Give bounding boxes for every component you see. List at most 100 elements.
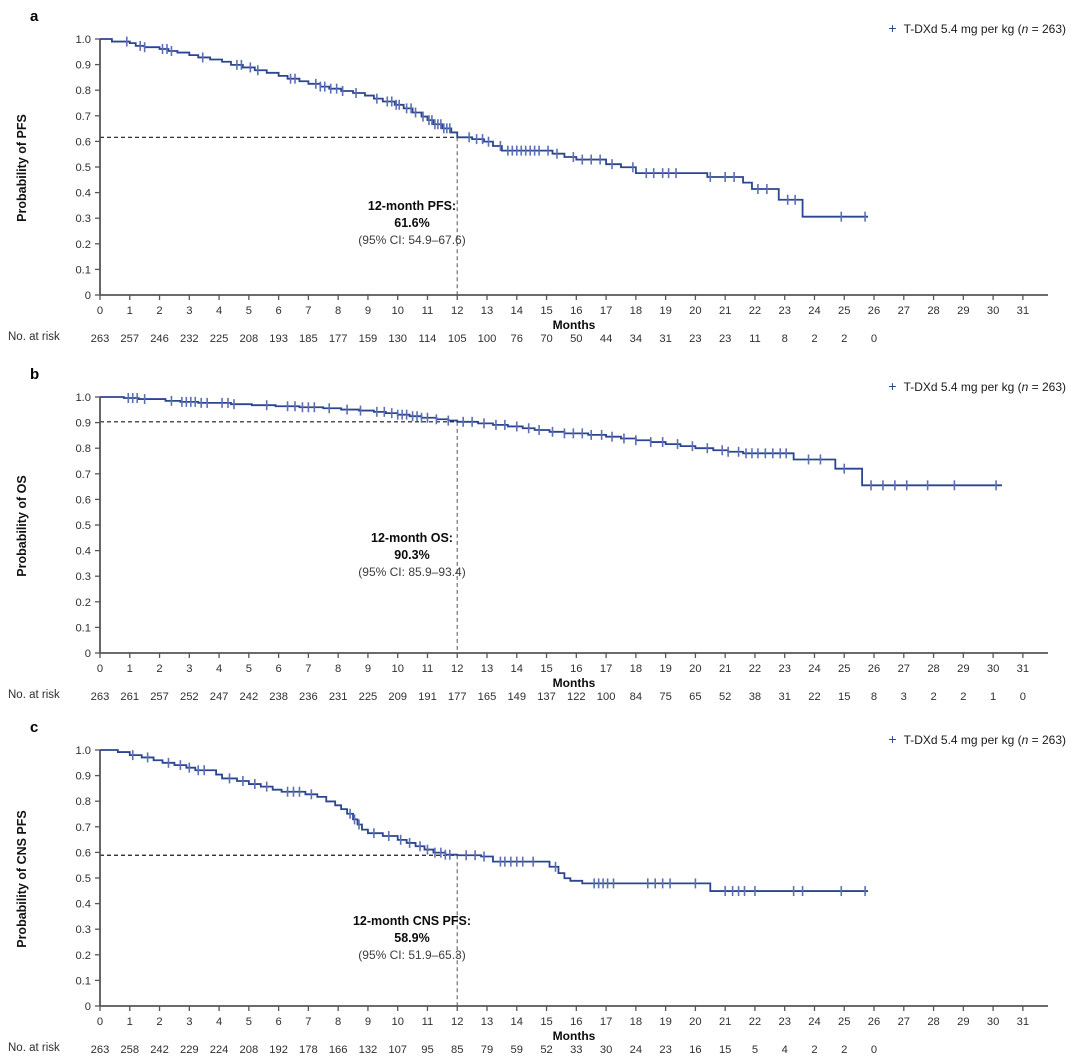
risk-count: 105 — [448, 333, 467, 345]
y-tick-label: 0.9 — [75, 60, 91, 72]
risk-count: 209 — [388, 691, 407, 703]
y-axis-label: Probability of OS — [15, 475, 29, 577]
y-tick-label: 0.3 — [75, 924, 91, 936]
km-plot-os: 0 1 2 3 4 5 6 7 8 9 10 11 12 13 14 15 16 17 18 19 20 21 22 23 24… — [75, 392, 1048, 703]
risk-count: 191 — [418, 691, 437, 703]
km-curve — [100, 396, 1003, 487]
risk-count: 31 — [659, 333, 671, 345]
risk-count: 3 — [901, 691, 907, 703]
risk-count: 132 — [359, 1044, 378, 1056]
y-tick-label: 0.1 — [75, 975, 91, 987]
x-tick-label: 22 — [749, 305, 761, 317]
risk-count: 2 — [960, 691, 966, 703]
x-tick-label: 5 — [246, 1016, 252, 1028]
km-plot-cns-pfs: 0 1 2 3 4 5 6 7 8 9 10 11 12 13 14 15 16 17 18 19 20 21 22 23 24… — [75, 745, 1048, 1056]
panel-os: 0 1 2 3 4 5 6 7 8 9 10 11 12 13 14 15 16 17 18 19 20 21 22 23 24… — [0, 358, 1080, 710]
y-tick-label: 0.3 — [75, 571, 91, 583]
risk-count: 0 — [871, 1044, 877, 1056]
y-axis-label: Probability of PFS — [15, 114, 29, 222]
x-tick-label: 2 — [156, 1016, 162, 1028]
x-tick-label: 27 — [898, 1016, 910, 1028]
x-tick-label: 13 — [481, 305, 493, 317]
y-tick-label: 0.2 — [75, 950, 91, 962]
risk-count: 208 — [240, 1044, 259, 1056]
risk-count: 242 — [240, 691, 259, 703]
y-tick-label: 0.1 — [75, 622, 91, 634]
x-tick-label: 12 — [451, 305, 463, 317]
risk-count: 38 — [749, 691, 761, 703]
risk-count: 34 — [630, 333, 642, 345]
risk-count: 79 — [481, 1044, 493, 1056]
x-tick-label: 19 — [659, 1016, 671, 1028]
legend: + T-DXd 5.4 mg per kg (n = 263) — [888, 378, 1066, 394]
x-tick-label: 15 — [540, 1016, 552, 1028]
y-tick-label: 0.6 — [75, 847, 91, 859]
x-tick-label: 10 — [391, 1016, 403, 1028]
x-tick-label: 14 — [511, 305, 523, 317]
risk-count: 33 — [570, 1044, 582, 1056]
risk-count: 59 — [511, 1044, 523, 1056]
y-tick-label: 0.2 — [75, 597, 91, 609]
risk-count: 24 — [630, 1044, 642, 1056]
risk-count: 2 — [811, 1044, 817, 1056]
risk-count: 15 — [719, 1044, 731, 1056]
plus-censor-marker-icon: + — [888, 378, 897, 394]
y-tick-label: 0.4 — [75, 546, 91, 558]
y-axis-label: Probability of CNS PFS — [15, 810, 29, 948]
panel-pfs: 0 1 2 3 4 5 6 7 8 9 10 11 12 13 14 15 16 17 18 19 20 21 22 23 24… — [0, 0, 1080, 352]
risk-count: 31 — [778, 691, 790, 703]
annotation-title: 12-month PFS: — [367, 199, 457, 213]
panel-cns-pfs: 0 1 2 3 4 5 6 7 8 9 10 11 12 13 14 15 16 17 18 19 20 21 22 23 24… — [0, 711, 1080, 1063]
x-tick-label: 21 — [719, 305, 731, 317]
x-tick-label: 31 — [1017, 663, 1029, 675]
legend-label-n: n — [1021, 22, 1029, 36]
risk-count: 246 — [150, 333, 169, 345]
risk-count: 208 — [240, 333, 259, 345]
x-tick-label: 20 — [689, 305, 701, 317]
risk-count: 16 — [689, 1044, 701, 1056]
x-tick-label: 13 — [481, 663, 493, 675]
x-tick-label: 13 — [481, 1016, 493, 1028]
x-tick-label: 20 — [689, 1016, 701, 1028]
x-tick-label: 17 — [600, 305, 612, 317]
y-tick-label: 0.2 — [75, 239, 91, 251]
x-tick-label: 25 — [838, 1016, 850, 1028]
risk-count: 257 — [150, 691, 169, 703]
y-tick-label: 0.3 — [75, 213, 91, 225]
x-tick-label: 28 — [927, 663, 939, 675]
risk-count: 242 — [150, 1044, 169, 1056]
risk-count: 252 — [180, 691, 199, 703]
y-tick-label: 0.7 — [75, 111, 91, 123]
x-tick-label: 23 — [778, 305, 790, 317]
y-tick-label: 0.7 — [75, 469, 91, 481]
legend: + T-DXd 5.4 mg per kg (n = 263) — [888, 20, 1066, 36]
risk-count: 11 — [749, 333, 761, 345]
risk-count: 166 — [329, 1044, 348, 1056]
annotation-ci: (95% CI: 54.9–67.6) — [358, 233, 466, 247]
risk-count: 107 — [388, 1044, 407, 1056]
x-tick-label: 7 — [305, 1016, 311, 1028]
risk-count: 122 — [567, 691, 586, 703]
y-tick-label: 0.6 — [75, 136, 91, 148]
y-tick-label: 0.5 — [75, 162, 91, 174]
risk-count: 76 — [511, 333, 523, 345]
risk-count: 2 — [841, 1044, 847, 1056]
x-tick-label: 10 — [391, 663, 403, 675]
x-tick-label: 3 — [186, 1016, 192, 1028]
x-tick-label: 8 — [335, 663, 341, 675]
y-tick-label: 0.7 — [75, 822, 91, 834]
risk-count: 137 — [537, 691, 556, 703]
risk-count: 0 — [1020, 691, 1026, 703]
no-at-risk-label: No. at risk — [8, 331, 60, 343]
x-tick-label: 24 — [808, 663, 820, 675]
risk-count: 84 — [630, 691, 642, 703]
y-tick-label: 0.9 — [75, 771, 91, 783]
y-tick-label: 0.9 — [75, 418, 91, 430]
x-tick-label: 19 — [659, 305, 671, 317]
x-tick-label: 6 — [276, 1016, 282, 1028]
no-at-risk-label: No. at risk — [8, 1042, 60, 1054]
risk-count: 1 — [990, 691, 996, 703]
x-tick-label: 6 — [276, 305, 282, 317]
annotation-12-month: 12-month CNS PFS: 58.9% (95% CI: 51.9–65… — [353, 913, 471, 964]
